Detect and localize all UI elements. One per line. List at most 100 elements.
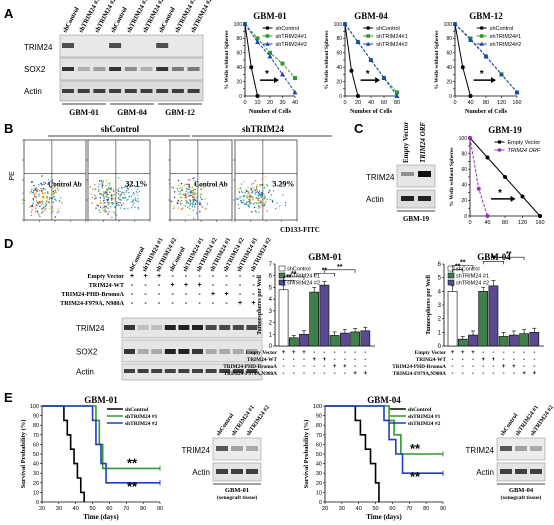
flow-event: [118, 196, 120, 199]
flow-event: [32, 200, 35, 202]
flow-event: [125, 189, 128, 192]
flow-event: [239, 196, 241, 198]
flow-event: [99, 200, 101, 202]
flow-event: [263, 184, 265, 186]
data-point: [497, 140, 502, 144]
flow-event: [59, 197, 62, 199]
tick-label: 0: [36, 500, 39, 506]
flow-event: [251, 183, 253, 185]
flow-event: [106, 196, 108, 198]
legend-entry: shControl: [287, 267, 311, 273]
blot-band: [246, 349, 258, 354]
flow-event: [50, 212, 52, 214]
flow-event: [50, 197, 52, 199]
flow-event: [111, 216, 113, 219]
blot-band: [192, 349, 203, 354]
flow-event: [187, 188, 189, 190]
flow-event: [259, 192, 261, 194]
flow-event: [98, 209, 100, 211]
flow-event: [246, 195, 248, 197]
flow-event: [271, 201, 274, 203]
flow-event: [281, 183, 283, 186]
condition-mark: +: [157, 273, 161, 280]
tick-label: 10: [33, 490, 39, 496]
flow-event: [40, 182, 43, 185]
data-point: [468, 136, 472, 140]
flow-event: [32, 191, 34, 194]
flow-event: [110, 188, 113, 191]
flow-event: [133, 202, 135, 205]
blot-band: [109, 43, 122, 48]
flow-event: [56, 212, 59, 214]
panel-letter-d: D: [4, 236, 13, 251]
line-plot-gbm-19: 0 20 40 60 80 100 0 40 80 120 160 GBM-19 % Wells wit…: [449, 125, 545, 226]
tick-label: 20: [33, 481, 39, 487]
flow-event: [125, 191, 127, 193]
flow-event: [261, 193, 263, 195]
flow-event: [40, 212, 43, 214]
flow-event: [206, 203, 209, 205]
blot-band: [192, 325, 203, 330]
bar: [468, 334, 478, 347]
data-point: [452, 21, 458, 26]
flow-event: [108, 211, 110, 213]
flow-event: [39, 205, 41, 207]
flow-event: [43, 204, 45, 206]
tick-label: 100: [30, 404, 39, 410]
flow-event: [248, 191, 250, 193]
flow-event: [136, 192, 138, 194]
condition-mark: -: [198, 291, 201, 298]
flow-event: [121, 192, 123, 194]
blot-band: [151, 325, 163, 330]
flow-event: [94, 183, 96, 186]
legend-entry: shTRIM24#2: [490, 42, 522, 48]
plot-title: GBM-01: [253, 11, 287, 21]
flow-event: [258, 190, 261, 192]
flow-event: [115, 203, 117, 205]
flow-event: [137, 186, 139, 188]
bar: [488, 285, 499, 347]
blot-strip: [496, 437, 546, 461]
flow-event: [52, 193, 54, 195]
flow-event: [207, 180, 209, 183]
flow-event: [137, 206, 139, 208]
tick-label: 80: [423, 506, 429, 512]
blot-column-labels: Empty Vector TRIM24 ORF: [402, 122, 427, 163]
flow-plot-label: Control Ab: [194, 180, 228, 188]
legend-entry: shTRIM24 #2: [408, 421, 441, 427]
condition-mark: +: [170, 282, 174, 289]
flow-event: [129, 186, 131, 188]
flow-event: [33, 185, 35, 187]
flow-event: [264, 196, 266, 199]
flow-event: [99, 211, 101, 213]
flow-event: [34, 187, 36, 190]
flow-event: [193, 196, 195, 199]
data-point: [280, 61, 285, 66]
flow-event: [191, 206, 194, 208]
flow-event: [111, 197, 113, 200]
data-point: [497, 148, 502, 152]
condition-mark: -: [513, 350, 515, 356]
flow-event: [185, 190, 188, 192]
flow-event: [101, 182, 104, 184]
blot-band: [124, 369, 135, 373]
flow-event: [257, 194, 259, 196]
legend-entry: shTRIM24#2: [276, 42, 308, 48]
significance-star: **: [291, 271, 297, 278]
flow-event: [246, 190, 248, 193]
flow-event: [135, 190, 137, 192]
flow-event: [131, 184, 134, 186]
data-point: [476, 186, 481, 191]
flow-event: [284, 204, 287, 206]
flow-event: [178, 184, 180, 187]
flow-event: [126, 199, 128, 201]
data-point: [460, 65, 465, 70]
blot-row-label: Actin: [476, 468, 494, 477]
flow-event: [45, 202, 47, 205]
condition-label: TRIM24-PHD-BromoA: [61, 291, 124, 298]
flow-event: [260, 200, 262, 202]
flow-event: [259, 185, 262, 187]
flow-event: [196, 194, 199, 196]
flow-event: [56, 187, 59, 189]
